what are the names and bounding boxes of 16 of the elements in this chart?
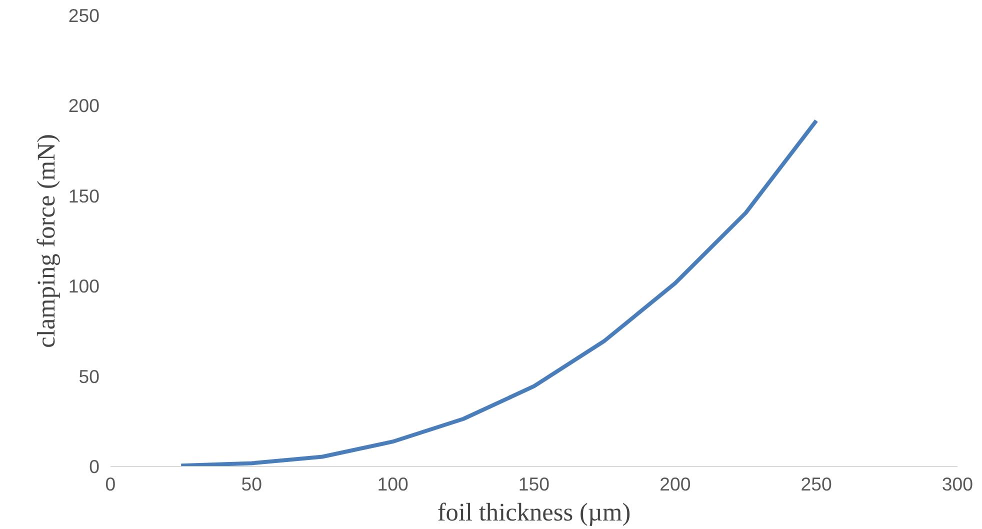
x-axis-title: foil thickness (µm) <box>437 498 631 526</box>
y-tick-label: 250 <box>68 5 100 26</box>
line-series <box>179 118 818 466</box>
x-tick-label: 250 <box>800 474 832 494</box>
y-tick-label: 0 <box>89 456 100 477</box>
x-tick-label: 50 <box>241 474 262 494</box>
x-tick-label: 150 <box>518 474 550 494</box>
x-tick-label: 100 <box>377 474 408 494</box>
y-axis-title: clamping force (mN) <box>32 134 60 348</box>
y-tick-label: 100 <box>68 276 100 297</box>
x-tick-label: 0 <box>105 474 116 494</box>
x-tick-label: 300 <box>942 474 974 494</box>
y-tick-label: 200 <box>68 95 100 116</box>
x-tick-label: 200 <box>660 474 691 494</box>
y-tick-label: 150 <box>68 185 100 206</box>
y-tick-label: 50 <box>78 366 100 387</box>
